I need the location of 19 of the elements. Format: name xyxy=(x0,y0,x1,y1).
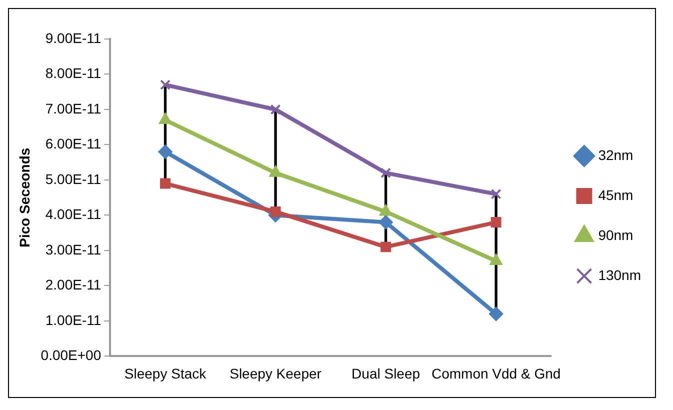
y-tick-label: 2.00E-11 xyxy=(45,276,102,293)
y-tick-label: 5.00E-11 xyxy=(45,170,102,187)
x-tick-label: Sleepy Keeper xyxy=(230,365,322,382)
y-tick-label: 3.00E-11 xyxy=(45,241,102,258)
y-tick-label: 8.00E-11 xyxy=(45,65,102,82)
x-tick-label: Dual Sleep xyxy=(352,365,420,382)
legend-label: 32nm xyxy=(598,146,634,163)
y-tick-label: 4.00E-11 xyxy=(45,206,102,222)
legend-label: 130nm xyxy=(598,266,642,283)
y-tick-label: 6.00E-11 xyxy=(45,136,102,152)
y-tick-label: 9.00E-11 xyxy=(45,30,102,46)
y-axis-title: Pico Seceonds xyxy=(16,148,32,248)
y-tick-label: 0.00E+00 xyxy=(40,347,102,364)
legend-label: 45nm xyxy=(598,186,634,203)
x-tick-label: Sleepy Stack xyxy=(124,365,208,382)
legend-label: 90nm xyxy=(598,226,634,243)
y-tick-label: 7.00E-11 xyxy=(45,100,102,116)
y-tick-label: 1.00E-11 xyxy=(45,312,102,328)
x-tick-label: Common Vdd & Gnd xyxy=(431,365,561,382)
